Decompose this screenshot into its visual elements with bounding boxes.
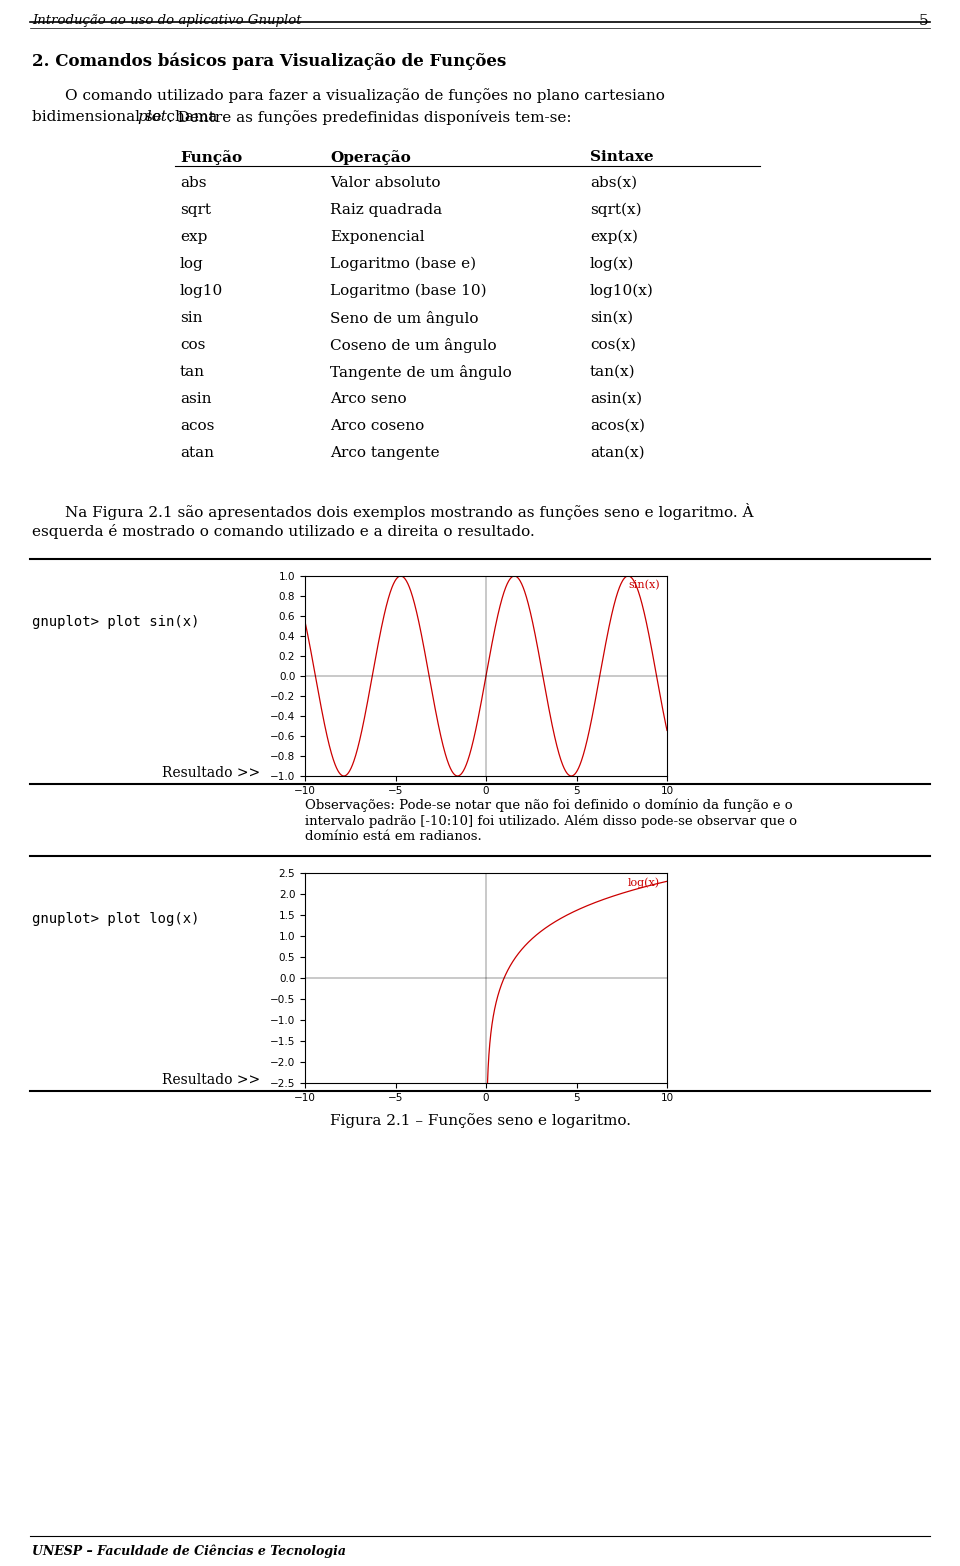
Text: 2. Comandos básicos para Visualização de Funções: 2. Comandos básicos para Visualização de… <box>32 52 506 69</box>
Text: cos: cos <box>180 338 205 352</box>
Text: cos(x): cos(x) <box>590 338 636 352</box>
Text: Logaritmo (base e): Logaritmo (base e) <box>330 257 476 271</box>
Text: plot: plot <box>137 110 167 124</box>
Text: Tangente de um ângulo: Tangente de um ângulo <box>330 365 512 381</box>
Text: tan: tan <box>180 365 205 379</box>
Text: Arco coseno: Arco coseno <box>330 420 424 434</box>
Text: intervalo padrão [-10:10] foi utilizado. Além disso pode-se observar que o: intervalo padrão [-10:10] foi utilizado.… <box>305 814 797 827</box>
Text: sin(x): sin(x) <box>590 312 634 326</box>
Text: asin(x): asin(x) <box>590 392 642 406</box>
Text: exp: exp <box>180 230 207 244</box>
Text: Arco seno: Arco seno <box>330 392 407 406</box>
Text: atan(x): atan(x) <box>590 446 644 460</box>
Text: sin: sin <box>180 312 203 326</box>
Text: atan: atan <box>180 446 214 460</box>
Text: sin(x): sin(x) <box>628 579 660 590</box>
Text: log10: log10 <box>180 283 224 298</box>
Text: Valor absoluto: Valor absoluto <box>330 175 441 189</box>
Text: exp(x): exp(x) <box>590 230 638 244</box>
Text: Operação: Operação <box>330 150 411 164</box>
Text: Raiz quadrada: Raiz quadrada <box>330 204 443 218</box>
Text: tan(x): tan(x) <box>590 365 636 379</box>
Text: gnuplot> plot log(x): gnuplot> plot log(x) <box>32 911 200 926</box>
Text: esquerda é mostrado o comando utilizado e a direita o resultado.: esquerda é mostrado o comando utilizado … <box>32 525 535 539</box>
Text: asin: asin <box>180 392 211 406</box>
Text: Introdução ao uso do aplicativo Gnuplot: Introdução ao uso do aplicativo Gnuplot <box>32 14 301 27</box>
Text: Sintaxe: Sintaxe <box>590 150 654 164</box>
Text: sqrt(x): sqrt(x) <box>590 204 641 218</box>
Text: . Dentre as funções predefinidas disponíveis tem-se:: . Dentre as funções predefinidas disponí… <box>168 110 571 125</box>
Text: Observações: Pode-se notar que não foi definido o domínio da função e o: Observações: Pode-se notar que não foi d… <box>305 799 793 811</box>
Text: Figura 2.1 – Funções seno e logaritmo.: Figura 2.1 – Funções seno e logaritmo. <box>329 1113 631 1128</box>
Text: Logaritmo (base 10): Logaritmo (base 10) <box>330 283 487 299</box>
Text: log(x): log(x) <box>628 877 660 888</box>
Text: UNESP – Faculdade de Ciências e Tecnologia: UNESP – Faculdade de Ciências e Tecnolog… <box>32 1544 346 1558</box>
Text: log10(x): log10(x) <box>590 283 654 299</box>
Text: Exponencial: Exponencial <box>330 230 424 244</box>
Text: acos(x): acos(x) <box>590 420 645 434</box>
Text: bidimensional se chama: bidimensional se chama <box>32 110 222 124</box>
Text: Na Figura 2.1 são apresentados dois exemplos mostrando as funções seno e logarit: Na Figura 2.1 são apresentados dois exem… <box>65 503 754 520</box>
Text: Arco tangente: Arco tangente <box>330 446 440 460</box>
Text: Coseno de um ângulo: Coseno de um ângulo <box>330 338 496 352</box>
Text: abs: abs <box>180 175 206 189</box>
Text: abs(x): abs(x) <box>590 175 637 189</box>
Text: domínio está em radianos.: domínio está em radianos. <box>305 830 482 843</box>
Text: 5: 5 <box>919 14 928 28</box>
Text: acos: acos <box>180 420 214 434</box>
Text: Função: Função <box>180 150 242 164</box>
Text: log: log <box>180 257 204 271</box>
Text: log(x): log(x) <box>590 257 635 271</box>
Text: Resultado >>: Resultado >> <box>162 766 260 780</box>
Text: Seno de um ângulo: Seno de um ângulo <box>330 312 478 326</box>
Text: sqrt: sqrt <box>180 204 211 218</box>
Text: Resultado >>: Resultado >> <box>162 1073 260 1087</box>
Text: gnuplot> plot sin(x): gnuplot> plot sin(x) <box>32 615 200 630</box>
Text: O comando utilizado para fazer a visualização de funções no plano cartesiano: O comando utilizado para fazer a visuali… <box>65 88 665 103</box>
